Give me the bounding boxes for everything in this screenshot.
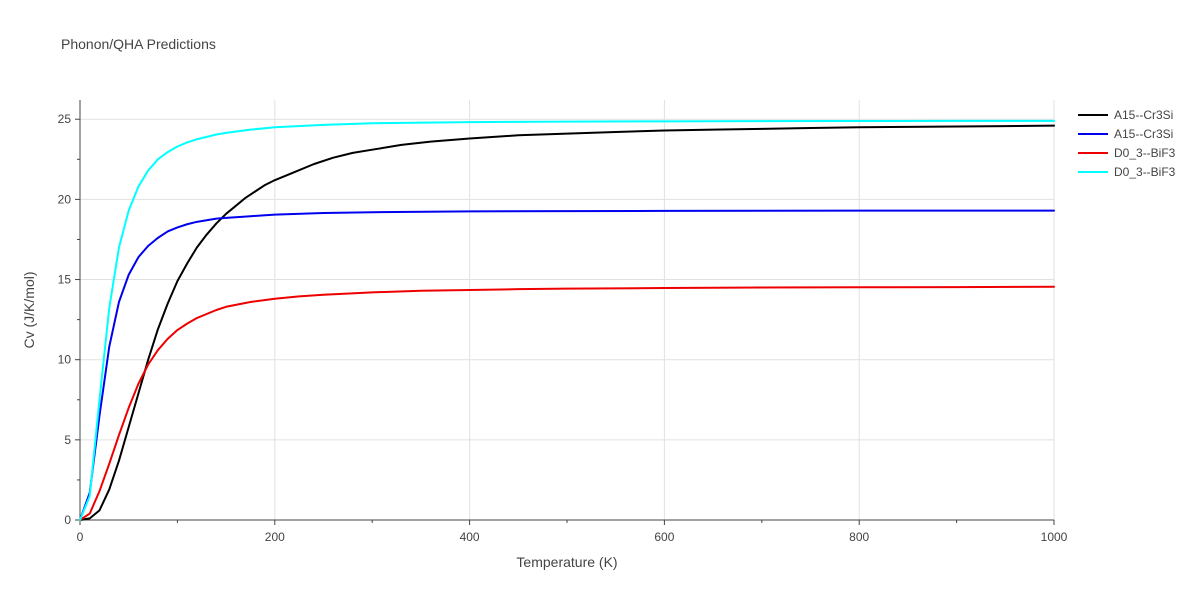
y-tick-label: 15 — [58, 273, 72, 287]
x-tick-label: 600 — [654, 530, 674, 544]
x-tick-label: 0 — [77, 530, 84, 544]
legend-label: A15--Cr3Si — [1114, 126, 1174, 141]
y-tick-label: 5 — [64, 433, 71, 447]
series-line-2[interactable] — [79, 209, 1055, 521]
tick-labels: 0 200 400 600 800 1000 0 5 10 15 20 25 — [58, 112, 1068, 544]
x-axis-title: Temperature (K) — [516, 554, 618, 570]
x-tick-label: 1000 — [1041, 530, 1068, 544]
x-tick-label: 800 — [849, 530, 869, 544]
legend-swatch — [1078, 132, 1108, 135]
x-tick-label: 400 — [460, 530, 480, 544]
legend-item-2[interactable]: A15--Cr3Si — [1078, 124, 1175, 143]
legend-item-1[interactable]: A15--Cr3Si — [1078, 105, 1175, 124]
legend-swatch — [1078, 170, 1108, 173]
legend-item-4[interactable]: D0_3--BiF3 — [1078, 162, 1175, 181]
y-axis-title: Cv (J/K/mol) — [21, 271, 37, 349]
legend-label: D0_3--BiF3 — [1114, 145, 1176, 160]
legend-label: A15--Cr3Si — [1114, 107, 1174, 122]
series-lines — [79, 119, 1055, 521]
chart-title: Phonon/QHA Predictions — [61, 36, 216, 52]
series-line-4[interactable] — [79, 119, 1055, 521]
series-line-3[interactable] — [79, 285, 1055, 521]
series-line-1[interactable] — [79, 124, 1055, 521]
y-tick-label: 25 — [58, 112, 72, 126]
y-tick-label: 20 — [58, 192, 72, 206]
y-tick-label: 0 — [64, 513, 71, 527]
legend-swatch — [1078, 113, 1108, 116]
legend-swatch — [1078, 151, 1108, 154]
y-tick-label: 10 — [58, 353, 72, 367]
legend[interactable]: A15--Cr3Si A15--Cr3Si D0_3--BiF3 D0_3--BiF3 — [1078, 105, 1175, 181]
axes — [75, 100, 1055, 525]
x-tick-label: 200 — [265, 530, 285, 544]
legend-label: D0_3--BiF3 — [1114, 164, 1176, 179]
legend-item-3[interactable]: D0_3--BiF3 — [1078, 143, 1175, 162]
grid-lines — [80, 100, 1055, 520]
